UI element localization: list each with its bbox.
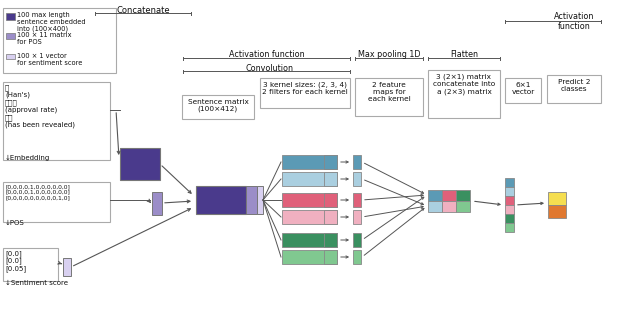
FancyBboxPatch shape — [324, 193, 337, 207]
FancyBboxPatch shape — [428, 190, 442, 201]
Text: [0,0,0,0,1,0,0,0,0,0,0]
[0,0,0,0,1,0,0,0,0,0,0]
[0,0,0,0,0,0,0,0,0,1,0]: [0,0,0,0,1,0,0,0,0,0,0] [0,0,0,0,1,0,0,0… — [5, 184, 70, 201]
FancyBboxPatch shape — [505, 205, 514, 214]
FancyBboxPatch shape — [428, 201, 442, 212]
FancyBboxPatch shape — [6, 33, 15, 39]
FancyBboxPatch shape — [257, 186, 263, 214]
FancyBboxPatch shape — [324, 233, 337, 247]
FancyBboxPatch shape — [456, 201, 470, 212]
FancyBboxPatch shape — [353, 210, 361, 224]
Text: ↓Embedding: ↓Embedding — [5, 155, 51, 161]
FancyBboxPatch shape — [282, 155, 337, 169]
Text: 3 (2×1) matrix
concatenate into
a (2×3) matrix: 3 (2×1) matrix concatenate into a (2×3) … — [433, 74, 495, 95]
FancyBboxPatch shape — [548, 205, 566, 218]
FancyBboxPatch shape — [505, 214, 514, 223]
FancyBboxPatch shape — [353, 172, 361, 186]
Text: ↓POS: ↓POS — [5, 220, 25, 226]
Text: 100 max length
sentence embedded
into (100×400): 100 max length sentence embedded into (1… — [17, 12, 86, 32]
Text: 6×1
vector: 6×1 vector — [511, 82, 534, 95]
FancyBboxPatch shape — [353, 155, 361, 169]
FancyBboxPatch shape — [3, 8, 116, 73]
FancyBboxPatch shape — [324, 250, 337, 264]
Text: [0.0]
[0.0]
[0.05]: [0.0] [0.0] [0.05] — [5, 250, 26, 272]
FancyBboxPatch shape — [442, 190, 456, 201]
Text: ↓Sentiment score: ↓Sentiment score — [5, 280, 68, 286]
FancyBboxPatch shape — [3, 248, 58, 281]
Text: 100 × 11 matrix
for POS: 100 × 11 matrix for POS — [17, 32, 72, 45]
FancyBboxPatch shape — [282, 233, 337, 247]
FancyBboxPatch shape — [324, 210, 337, 224]
FancyBboxPatch shape — [505, 187, 514, 196]
FancyBboxPatch shape — [282, 172, 337, 186]
Text: 2 feature
maps for
each kernel: 2 feature maps for each kernel — [367, 82, 410, 102]
FancyBboxPatch shape — [6, 54, 15, 59]
Text: Convolution: Convolution — [246, 64, 294, 73]
FancyBboxPatch shape — [442, 201, 456, 212]
FancyBboxPatch shape — [3, 182, 110, 222]
FancyBboxPatch shape — [456, 190, 470, 201]
FancyBboxPatch shape — [196, 186, 246, 214]
FancyBboxPatch shape — [3, 82, 110, 160]
Text: 韓
(Han's)
支持率
(approval rate)
揭露
(has been revealed): 韓 (Han's) 支持率 (approval rate) 揭露 (has be… — [5, 84, 75, 128]
Text: Sentence matrix
(100×412): Sentence matrix (100×412) — [188, 99, 248, 113]
FancyBboxPatch shape — [282, 193, 337, 207]
Text: Predict 2
classes: Predict 2 classes — [557, 79, 590, 92]
FancyBboxPatch shape — [182, 95, 254, 119]
FancyBboxPatch shape — [505, 223, 514, 232]
FancyBboxPatch shape — [120, 148, 160, 180]
FancyBboxPatch shape — [353, 250, 361, 264]
FancyBboxPatch shape — [548, 192, 566, 205]
Text: 100 × 1 vector
for sentiment score: 100 × 1 vector for sentiment score — [17, 53, 83, 66]
FancyBboxPatch shape — [353, 193, 361, 207]
FancyBboxPatch shape — [260, 78, 350, 108]
Text: 3 kernel sizes: (2, 3, 4)
2 filters for each kernel: 3 kernel sizes: (2, 3, 4) 2 filters for … — [262, 82, 348, 95]
FancyBboxPatch shape — [355, 78, 423, 116]
FancyBboxPatch shape — [505, 196, 514, 205]
FancyBboxPatch shape — [324, 172, 337, 186]
Text: Activation
function: Activation function — [554, 12, 594, 31]
Text: Flatten: Flatten — [450, 50, 478, 59]
FancyBboxPatch shape — [246, 186, 257, 214]
Text: Max pooling 1D: Max pooling 1D — [358, 50, 420, 59]
FancyBboxPatch shape — [428, 70, 500, 118]
FancyBboxPatch shape — [505, 78, 541, 103]
FancyBboxPatch shape — [282, 210, 337, 224]
FancyBboxPatch shape — [6, 13, 15, 20]
FancyBboxPatch shape — [353, 233, 361, 247]
FancyBboxPatch shape — [505, 178, 514, 187]
FancyBboxPatch shape — [324, 155, 337, 169]
FancyBboxPatch shape — [63, 258, 71, 276]
FancyBboxPatch shape — [282, 250, 337, 264]
FancyBboxPatch shape — [152, 192, 162, 215]
Text: Activation function: Activation function — [229, 50, 305, 59]
FancyBboxPatch shape — [547, 75, 601, 103]
Text: Concatenate: Concatenate — [116, 6, 170, 15]
